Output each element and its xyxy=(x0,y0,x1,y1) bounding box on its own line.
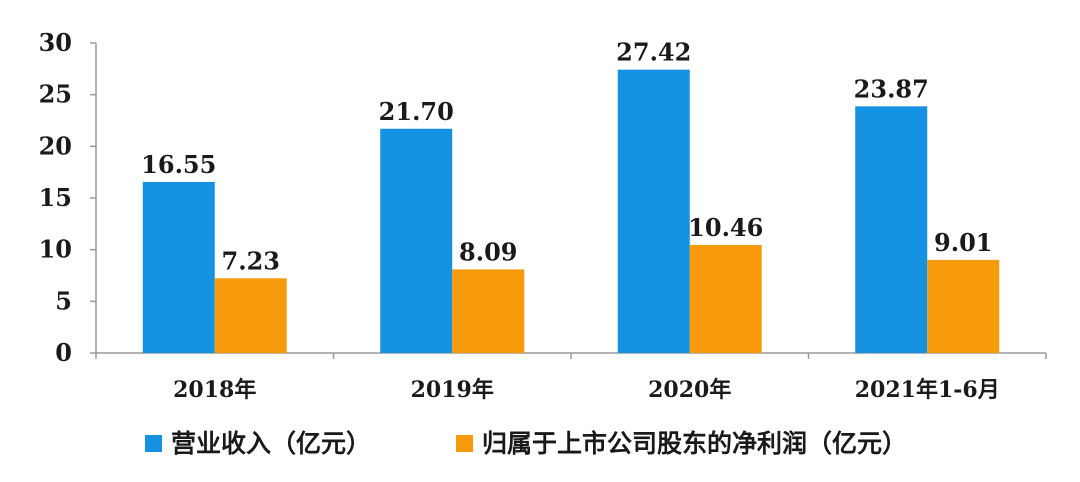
y-tick-label: 5 xyxy=(55,286,72,315)
legend-swatch xyxy=(145,435,162,452)
x-category-label: 2020年 xyxy=(648,377,731,403)
y-tick-label: 15 xyxy=(39,183,72,212)
bar-revenue xyxy=(380,128,453,353)
bar-net-profit xyxy=(927,259,1000,353)
legend-label: 营业收入（亿元） xyxy=(171,429,371,458)
data-label: 16.55 xyxy=(141,150,216,179)
data-label: 7.23 xyxy=(222,246,280,275)
bar-net-profit xyxy=(214,278,287,353)
x-category-label: 2021年1-6月 xyxy=(855,377,1000,403)
data-label: 8.09 xyxy=(459,237,517,266)
y-tick-label: 10 xyxy=(39,235,72,264)
data-label: 27.42 xyxy=(616,38,691,67)
y-tick-label: 20 xyxy=(39,131,72,160)
bar-revenue xyxy=(142,181,215,353)
y-tick-label: 30 xyxy=(39,28,72,57)
legend-label: 归属于上市公司股东的净利润（亿元） xyxy=(482,429,907,458)
bar-net-profit xyxy=(452,269,525,353)
y-tick-label: 25 xyxy=(39,80,72,109)
y-tick-label: 0 xyxy=(55,338,72,367)
bar-net-profit xyxy=(689,244,762,353)
bar-revenue xyxy=(855,106,928,354)
data-label: 9.01 xyxy=(934,228,992,257)
data-label: 10.46 xyxy=(688,213,763,242)
data-label: 23.87 xyxy=(854,74,929,103)
x-category-label: 2018年 xyxy=(173,377,256,403)
x-category-label: 2019年 xyxy=(411,377,494,403)
bar-revenue xyxy=(617,69,690,353)
legend-swatch xyxy=(456,435,473,452)
data-label: 21.70 xyxy=(379,97,454,126)
